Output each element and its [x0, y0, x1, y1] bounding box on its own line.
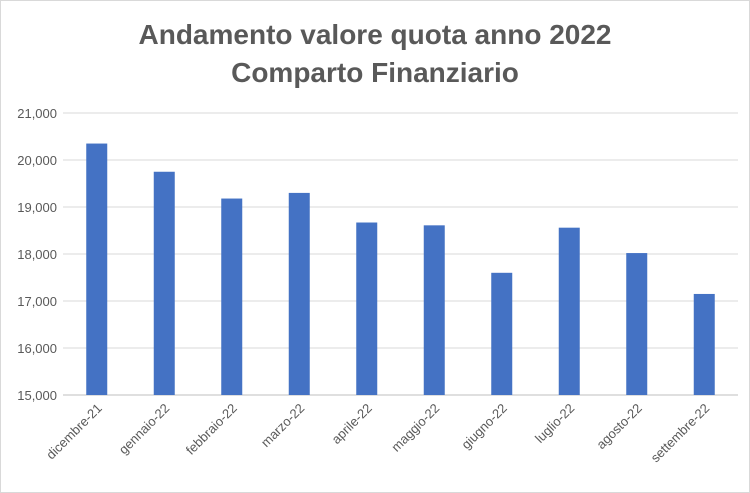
bar-settembre-22	[693, 293, 715, 395]
bar-giugno-22	[491, 272, 513, 395]
x-tick-label: agosto-22	[593, 401, 644, 452]
chart-title-line1: Andamento valore quota anno 2022	[138, 19, 612, 50]
y-tick-label: 19,000	[17, 200, 57, 215]
bar-maggio-22	[423, 225, 445, 395]
x-tick-label: febbraio-22	[183, 401, 240, 458]
y-tick-label: 16,000	[17, 341, 57, 356]
bar-marzo-22	[288, 192, 310, 395]
x-tick-label: dicembre-21	[43, 401, 105, 463]
bar-gennaio-22	[153, 171, 175, 395]
bar-dicembre-21	[86, 143, 108, 395]
x-axis-ticks: dicembre-21 gennaio-22 febbraio-22 marzo-22…	[43, 401, 712, 466]
y-tick-label: 15,000	[17, 388, 57, 403]
y-tick-label: 18,000	[17, 247, 57, 262]
chart-title: Andamento valore quota anno 2022 Compart…	[0, 16, 750, 92]
bar-febbraio-22	[221, 198, 243, 395]
gridlines	[63, 112, 738, 396]
x-tick-label: marzo-22	[258, 401, 307, 450]
y-tick-label: 20,000	[17, 153, 57, 168]
chart-title-line2: Comparto Finanziario	[231, 57, 519, 88]
x-tick-label: maggio-22	[388, 401, 442, 455]
y-axis-ticks: 15,000 16,000 17,000 18,000 19,000 20,000 21,0…	[17, 106, 57, 403]
y-tick-label: 17,000	[17, 294, 57, 309]
bars	[86, 143, 715, 395]
x-tick-label: giugno-22	[458, 401, 509, 452]
x-tick-label: aprile-22	[328, 401, 374, 447]
y-tick-label: 21,000	[17, 106, 57, 121]
bar-agosto-22	[626, 253, 648, 395]
x-tick-label: gennaio-22	[116, 401, 173, 458]
bar-luglio-22	[558, 227, 580, 395]
x-tick-label: settembre-22	[648, 401, 713, 466]
x-tick-label: luglio-22	[532, 401, 577, 446]
bar-aprile-22	[356, 222, 378, 395]
